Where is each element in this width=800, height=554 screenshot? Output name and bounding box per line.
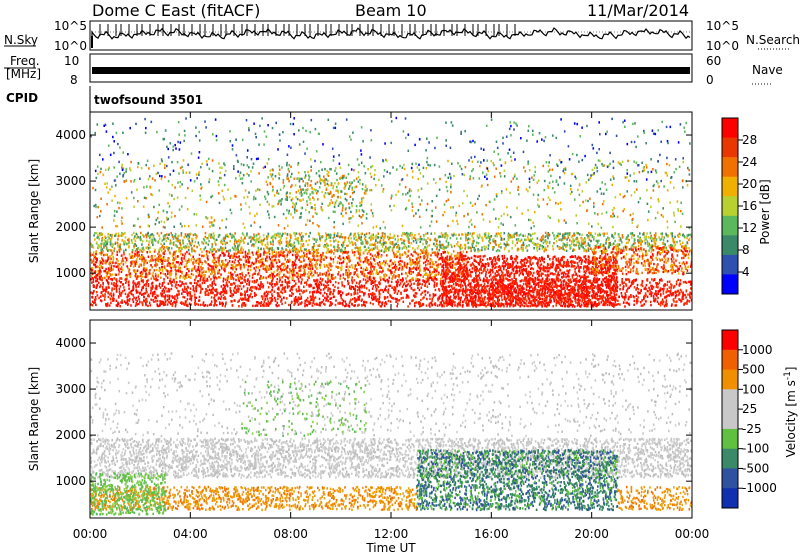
y-tick-label: 1000 <box>55 474 86 488</box>
y-tick-label: 1000 <box>55 266 86 280</box>
x-tick-label: 20:00 <box>574 527 609 541</box>
velocity-colorbar: -1000 -500 -100 -25 25 100 500 1000 <box>721 329 777 509</box>
colorbar-swatch <box>722 428 738 450</box>
colorbar-swatch <box>722 137 738 158</box>
freq-tick-top: 10 <box>64 54 79 68</box>
colorbar-swatch <box>722 468 738 489</box>
velocity-data <box>90 352 692 516</box>
x-tick-label: 12:00 <box>374 527 409 541</box>
colorbar-swatch <box>722 409 738 430</box>
y-tick-label: 2000 <box>55 220 86 234</box>
nave-tick-bottom: 0 <box>706 73 714 87</box>
y-tick-label: 3000 <box>55 382 86 396</box>
y-tick-label: 4000 <box>55 336 86 350</box>
nsearch-label: N.Search <box>746 33 800 47</box>
nsky-tick-bottom-left: 10^0 <box>54 39 87 53</box>
colorbar-tick-label: -100 <box>742 442 769 456</box>
colorbar-tick-label: 100 <box>742 382 765 396</box>
freq-label-1: Freq. <box>10 54 40 68</box>
cpid-value: twofsound 3501 <box>94 93 203 107</box>
x-tick-label: 04:00 <box>173 527 208 541</box>
colorbar-swatch <box>722 176 738 197</box>
nave-tick-top: 60 <box>706 54 721 68</box>
colorbar-swatch <box>722 349 738 371</box>
power-colorbar-label: Power [dB] <box>758 179 772 244</box>
freq-panel: Freq. [MHz] 10 8 60 0 Nave <box>4 53 783 87</box>
x-tick-label: 16:00 <box>474 527 509 541</box>
colorbar-swatch <box>722 118 738 139</box>
nsky-tick-top-right: 10^5 <box>706 19 739 33</box>
velocity-panel: 1000 2000 3000 4000 Slant Range [km] <box>27 319 693 519</box>
colorbar-tick-label: 8 <box>742 243 750 257</box>
colorbar-tick-label: 500 <box>742 363 765 377</box>
y-tick-label: 2000 <box>55 428 86 442</box>
colorbar-tick-label: -500 <box>742 461 769 475</box>
power-axes: 1000 2000 3000 4000 <box>55 128 692 280</box>
nsky-tick-top-left: 10^5 <box>54 19 87 33</box>
plot-title: Dome C East (fitACF) <box>92 1 260 20</box>
x-axis-ticks: 00:00 04:00 08:00 12:00 16:00 20:00 00:00 <box>73 112 710 541</box>
power-data <box>90 116 692 308</box>
colorbar-tick-label: -25 <box>742 422 762 436</box>
x-axis-label: Time UT <box>365 541 416 554</box>
y-tick-label: 4000 <box>55 128 86 142</box>
power-colorbar: 4 8 12 16 20 24 28 <box>721 117 757 295</box>
colorbar-tick-label: 16 <box>742 199 757 213</box>
velocity-colorbar-label: Velocity [m s-1] <box>783 367 798 458</box>
colorbar-swatch <box>722 254 738 275</box>
date-label: 11/Mar/2014 <box>587 1 689 20</box>
colorbar-tick-label: -1000 <box>742 481 777 495</box>
colorbar-tick-label: 20 <box>742 177 757 191</box>
freq-tick-bottom: 8 <box>70 73 78 87</box>
nsky-trace <box>91 24 691 48</box>
colorbar-swatch <box>722 235 738 256</box>
x-tick-label: 08:00 <box>273 527 308 541</box>
cpid-panel: CPID twofsound 3501 <box>6 86 203 112</box>
y-tick-label: 3000 <box>55 174 86 188</box>
colorbar-swatch <box>722 196 738 217</box>
colorbar-swatch <box>722 274 738 295</box>
colorbar-swatch <box>722 369 738 390</box>
colorbar-swatch <box>722 389 738 410</box>
nsky-panel: N.Sky 10^5 10^0 10^5 10^0 N.Search <box>4 19 800 53</box>
colorbar-tick-label: 25 <box>742 402 757 416</box>
x-tick-label: 00:00 <box>73 527 108 541</box>
x-tick-label: 00:00 <box>675 527 710 541</box>
velocity-axes: 1000 2000 3000 4000 <box>55 336 692 488</box>
nave-label: Nave <box>752 63 783 77</box>
freq-label-2: [MHz] <box>6 67 41 81</box>
colorbar-swatch <box>722 448 738 469</box>
freq-trace <box>92 67 690 74</box>
colorbar-tick-label: 4 <box>742 265 750 279</box>
colorbar-tick-label: 24 <box>742 155 757 169</box>
colorbar-swatch <box>722 330 738 351</box>
velocity-ylabel: Slant Range [km] <box>27 367 41 471</box>
nsky-label: N.Sky <box>4 33 38 47</box>
colorbar-swatch <box>722 157 738 178</box>
colorbar-tick-label: 12 <box>742 221 757 235</box>
power-ylabel: Slant Range [km] <box>27 159 41 263</box>
colorbar-swatch <box>722 488 738 509</box>
colorbar-tick-label: 28 <box>742 133 757 147</box>
beam-label: Beam 10 <box>355 1 427 20</box>
colorbar-swatch <box>722 215 738 236</box>
power-panel: 1000 2000 3000 4000 Slant Range [km] <box>27 111 693 311</box>
colorbar-tick-label: 1000 <box>742 343 773 357</box>
nsky-tick-bottom-right: 10^0 <box>706 39 739 53</box>
cpid-label: CPID <box>6 91 38 105</box>
